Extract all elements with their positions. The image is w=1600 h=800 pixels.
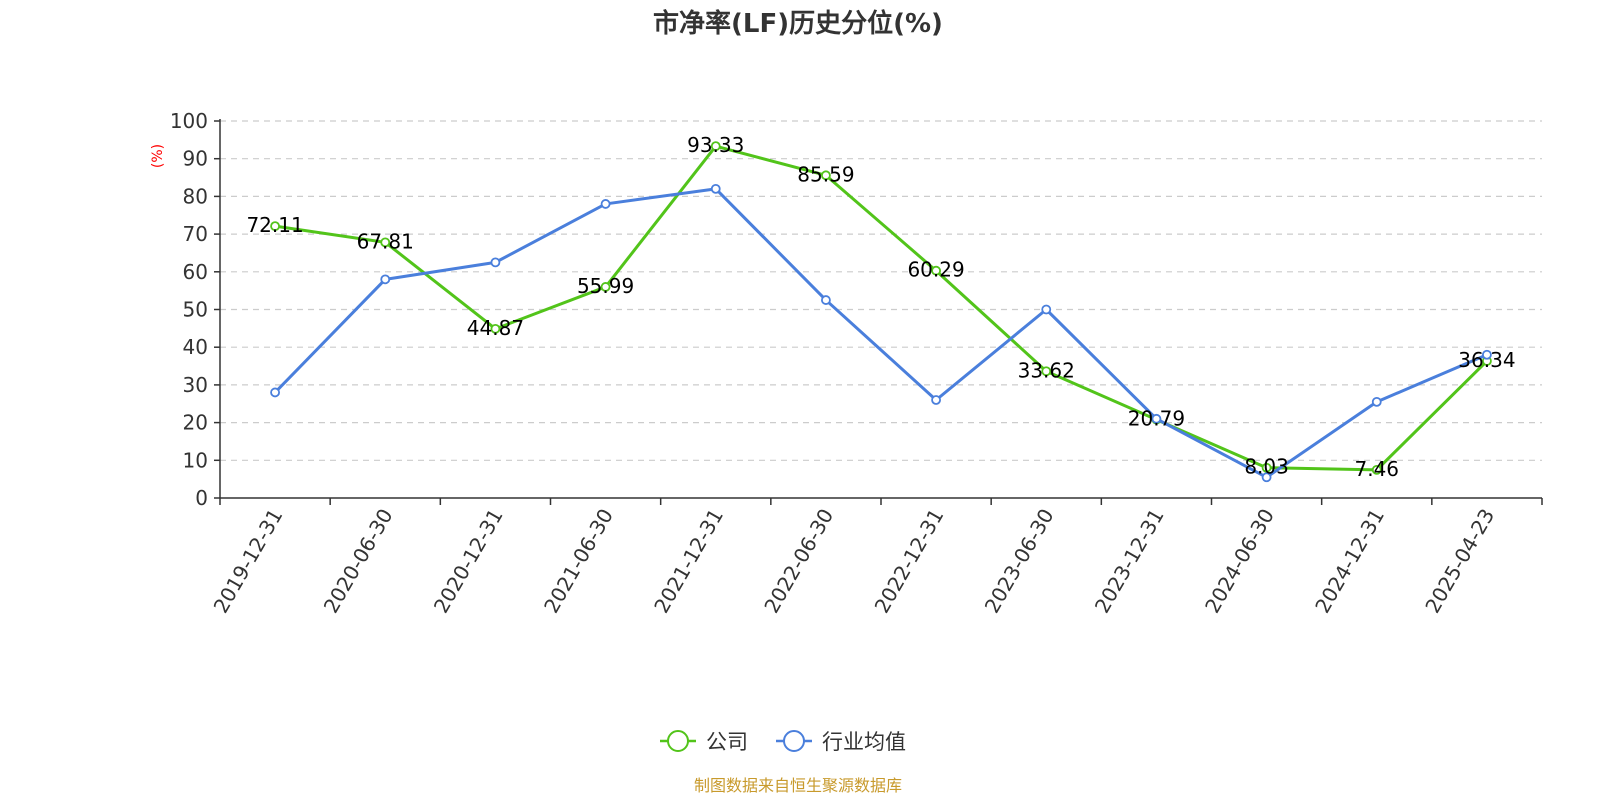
y-axis-label: (%) — [150, 144, 166, 168]
data-point[interactable] — [821, 170, 831, 181]
data-label: 33.62 — [1018, 358, 1075, 382]
data-point[interactable] — [1371, 396, 1382, 407]
x-tick-label: 2022-06-30 — [759, 505, 838, 618]
data-label: 60.29 — [907, 258, 964, 282]
data-label: 44.87 — [467, 316, 524, 340]
series-0 — [270, 141, 1492, 475]
series-layer — [270, 141, 1492, 483]
y-tick-label: 80 — [183, 184, 208, 208]
data-point[interactable] — [490, 257, 501, 268]
data-point[interactable] — [821, 295, 831, 305]
data-label: 36.34 — [1458, 348, 1515, 372]
legend-item-1[interactable]: 行业均值 — [776, 730, 906, 754]
x-tick-label: 2023-06-30 — [980, 505, 1059, 618]
data-label: 85.59 — [797, 162, 854, 186]
x-tick-label: 2021-06-30 — [539, 505, 618, 618]
data-point[interactable] — [1371, 464, 1382, 475]
x-tick-label: 2024-12-31 — [1310, 505, 1389, 618]
data-point[interactable] — [931, 395, 941, 405]
data-point[interactable] — [710, 141, 721, 152]
data-label: 93.33 — [687, 133, 744, 157]
grid-lines — [220, 120, 1542, 461]
data-label: 8.03 — [1244, 455, 1289, 479]
legend-marker — [667, 730, 689, 752]
data-point[interactable] — [1041, 304, 1052, 315]
y-tick-label: 30 — [183, 373, 208, 397]
x-tick-label: 2021-12-31 — [649, 505, 728, 618]
y-tick-label: 40 — [183, 335, 208, 359]
data-point[interactable] — [490, 323, 501, 334]
y-tick-label: 70 — [183, 222, 208, 246]
y-tick-label: 10 — [183, 448, 208, 472]
data-point[interactable] — [1041, 366, 1052, 377]
data-labels: 72.11 67.81 44.87 55.99 93.33 85.59 60.29 33.62… — [246, 133, 1515, 481]
series-line — [274, 187, 1488, 479]
data-point[interactable] — [380, 237, 391, 248]
series-line — [274, 144, 1488, 472]
data-point[interactable] — [931, 265, 941, 276]
legend-label: 公司 — [706, 730, 748, 754]
legend-label: 行业均值 — [822, 730, 906, 754]
x-tick-label: 2022-12-31 — [870, 505, 949, 618]
x-tick-label: 2019-12-31 — [209, 505, 288, 618]
y-tick-label: 50 — [183, 298, 208, 322]
data-point[interactable] — [1482, 349, 1492, 360]
data-point[interactable] — [600, 199, 611, 209]
y-tick-label: 100 — [170, 109, 208, 133]
x-tick-label: 2020-12-31 — [429, 505, 508, 618]
chart-title: 市净率(LF)历史分位(%) — [653, 8, 943, 39]
data-point[interactable] — [710, 183, 721, 194]
axes: 0 10 20 30 40 50 60 70 80 90 100 2019-12-31 2020-06-… — [170, 109, 1543, 618]
y-tick-label: 20 — [183, 411, 208, 435]
data-label: 67.81 — [357, 229, 414, 253]
data-point[interactable] — [1261, 472, 1272, 483]
data-point[interactable] — [600, 282, 611, 292]
y-tick-label: 60 — [183, 260, 208, 284]
data-point[interactable] — [1261, 462, 1272, 473]
x-tick-label: 2023-12-31 — [1090, 505, 1169, 618]
legend-marker — [783, 730, 805, 752]
x-tick-label: 2020-06-30 — [319, 505, 398, 618]
legend[interactable]: 公司 行业均值 — [660, 730, 906, 754]
data-point[interactable] — [270, 221, 280, 232]
data-label: 7.46 — [1354, 457, 1399, 481]
data-label: 55.99 — [577, 274, 634, 298]
y-tick-label: 0 — [195, 486, 208, 510]
data-label: 20.79 — [1128, 407, 1185, 431]
data-label: 72.11 — [246, 213, 303, 237]
series-1 — [270, 183, 1492, 483]
data-point[interactable] — [1151, 413, 1162, 424]
x-tick-label: 2024-06-30 — [1200, 505, 1279, 618]
y-tick-label: 90 — [183, 147, 208, 171]
data-point[interactable] — [270, 387, 280, 398]
x-tick-label: 2025-04-23 — [1420, 505, 1499, 618]
legend-item-0[interactable]: 公司 — [660, 730, 748, 754]
source-note: 制图数据来自恒生聚源数据库 — [694, 776, 902, 795]
data-point[interactable] — [380, 274, 391, 285]
